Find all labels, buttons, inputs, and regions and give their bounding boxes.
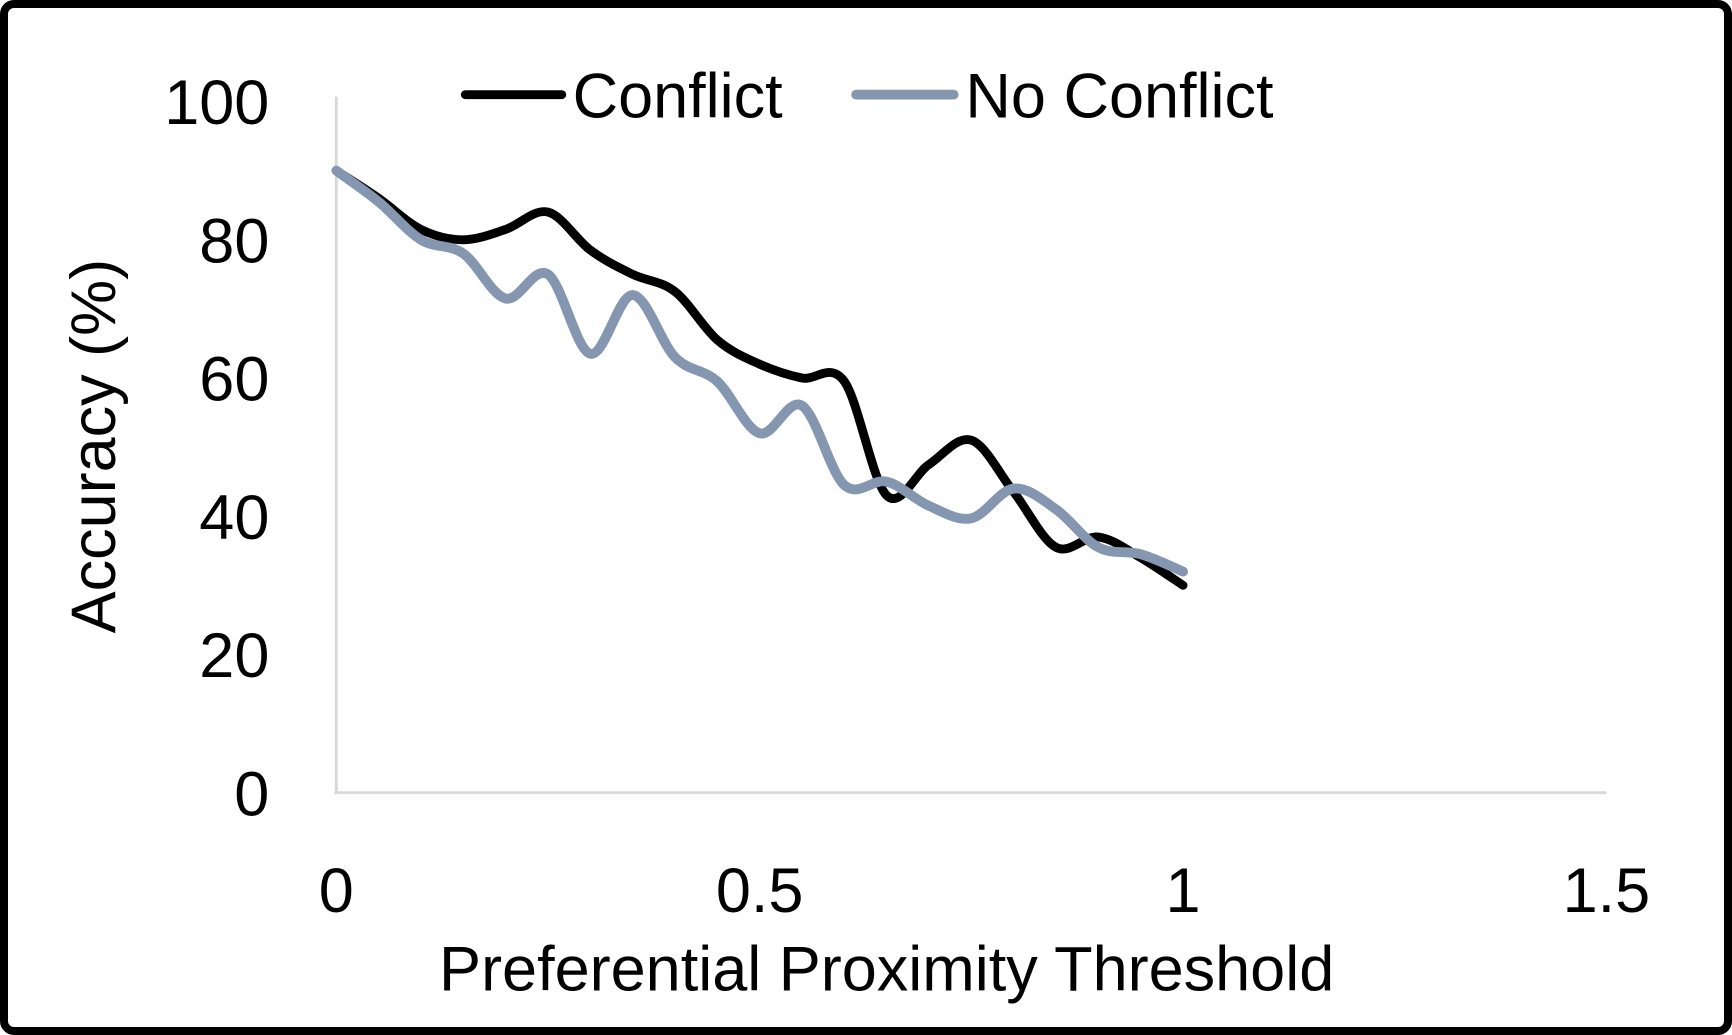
x-tick-labels: 0 0.5 1 1.5: [319, 856, 1650, 926]
y-tick-label: 80: [199, 206, 269, 276]
y-axis-title: Accuracy (%): [59, 259, 129, 634]
y-tick-label: 40: [199, 483, 269, 553]
x-tick-label: 1.5: [1563, 856, 1651, 926]
y-tick-label: 60: [199, 345, 269, 415]
y-tick-labels: 0 20 40 60 80 100: [164, 68, 269, 829]
data-series: [331, 165, 1188, 590]
no-conflict-line: [331, 165, 1188, 577]
x-tick-label: 1: [1165, 856, 1200, 926]
y-tick-label: 0: [234, 759, 269, 829]
x-tick-label: 0: [319, 856, 354, 926]
x-tick-label: 0.5: [716, 856, 804, 926]
accuracy-line-chart: 0 20 40 60 80 100 0 0.5 1 1.5 Accuracy (%) Prefe…: [59, 61, 1650, 1005]
y-tick-label: 20: [199, 621, 269, 691]
legend-label-no-conflict: No Conflict: [965, 61, 1274, 131]
legend-label-conflict: Conflict: [573, 61, 784, 131]
legend: Conflict No Conflict: [460, 61, 1274, 131]
conflict-line: [331, 166, 1188, 590]
legend-item-conflict: Conflict: [460, 61, 784, 131]
x-axis-title: Preferential Proximity Threshold: [439, 935, 1334, 1005]
legend-item-no-conflict: No Conflict: [851, 61, 1274, 131]
y-tick-label: 100: [164, 68, 269, 138]
